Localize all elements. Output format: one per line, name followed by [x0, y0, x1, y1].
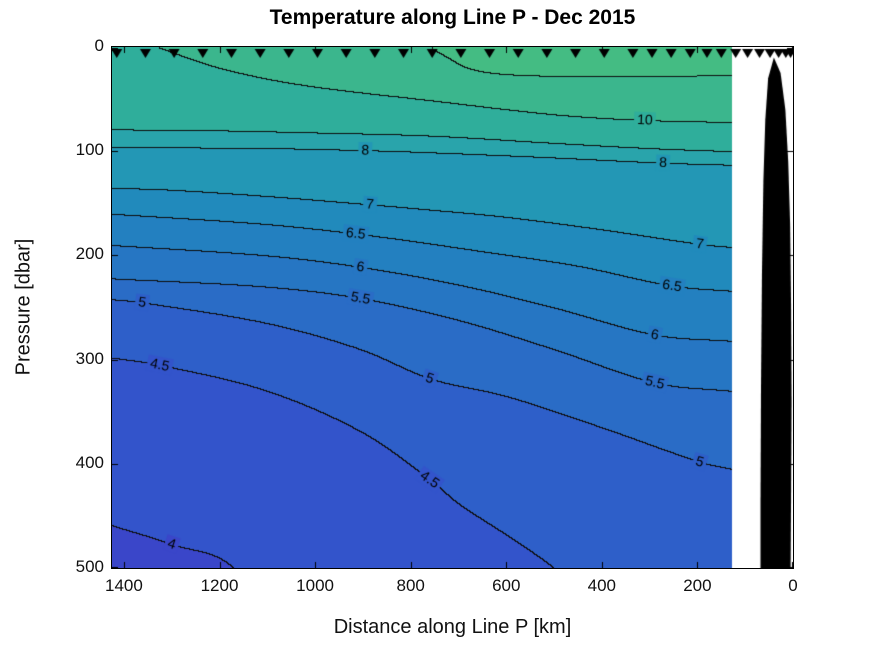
- x-tick-label: 1400: [105, 576, 143, 595]
- y-tick-label: 300: [75, 348, 104, 368]
- x-tick-label: 600: [492, 576, 521, 595]
- x-tick-label: 400: [587, 576, 617, 595]
- x-tick-label: 0: [788, 576, 798, 595]
- x-tick-label: 200: [683, 576, 712, 595]
- plot-area: [111, 46, 794, 569]
- x-tick-label: 800: [396, 576, 425, 595]
- x-tick-label: 1000: [296, 576, 335, 595]
- y-tick-label: 200: [75, 244, 104, 264]
- y-tick-label: 500: [75, 557, 104, 576]
- y-tick-label: 0: [94, 36, 104, 55]
- y-tick-label: 400: [75, 452, 104, 472]
- y-tick-label: 100: [75, 140, 104, 160]
- contour-plot-canvas: [112, 47, 793, 568]
- x-tick-label: 1200: [200, 576, 239, 595]
- chart-title: Temperature along Line P - Dec 2015: [269, 6, 636, 29]
- x-axis-label: Distance along Line P [km]: [333, 616, 572, 638]
- y-axis-label: Pressure [dbar]: [12, 238, 35, 376]
